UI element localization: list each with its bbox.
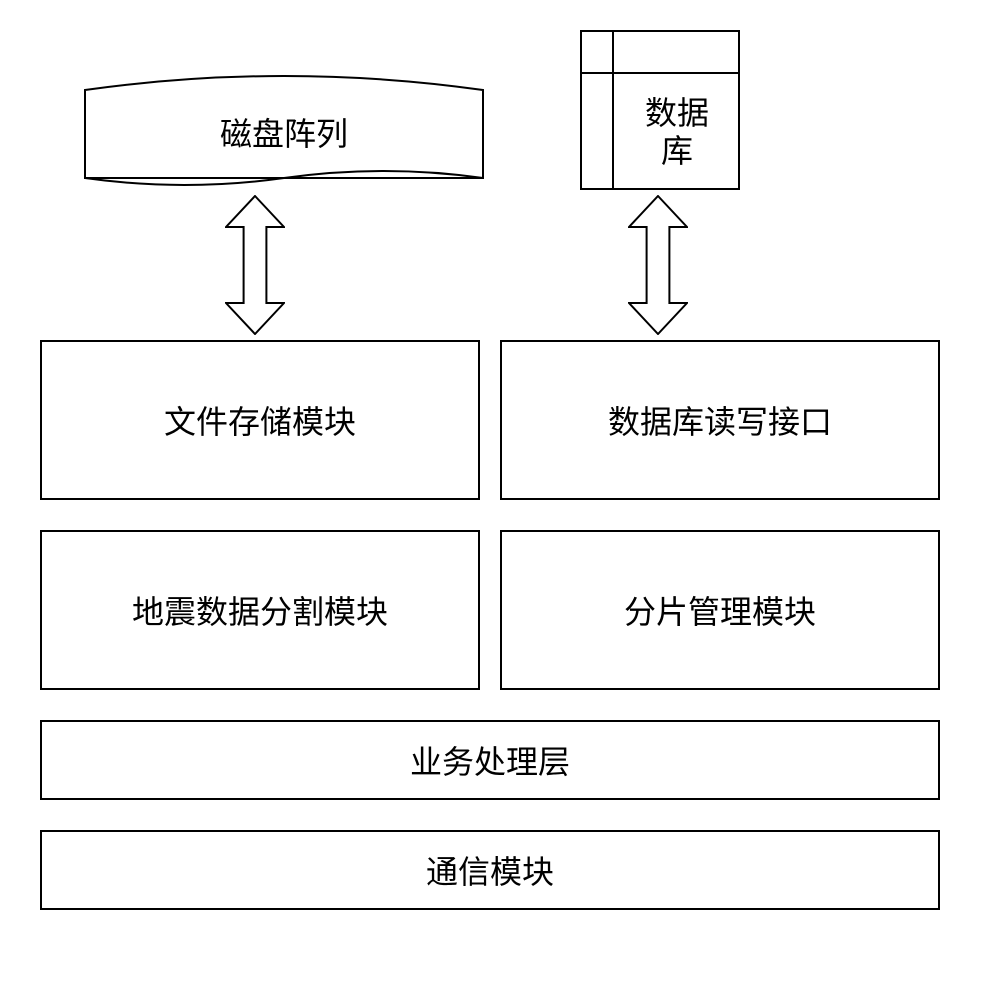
arrow-disk-to-storage [225, 195, 285, 335]
comm-module-label: 通信模块 [426, 847, 554, 893]
node-file-storage: 文件存储模块 [40, 340, 480, 500]
node-db-rw-interface: 数据库读写接口 [500, 340, 940, 500]
business-layer-label: 业务处理层 [410, 737, 570, 783]
database-label: 数据 库 [645, 94, 709, 171]
svg-text:磁盘阵列: 磁盘阵列 [220, 116, 348, 152]
diagram-canvas: 磁盘阵列 数据 库 文件存储模块 数据库读写接口 地震数据分割模块 分片管理模块… [0, 0, 992, 1000]
shard-mgmt-label: 分片管理模块 [624, 587, 816, 633]
node-seismic-split: 地震数据分割模块 [40, 530, 480, 690]
arrow-db-to-interface [628, 195, 688, 335]
node-comm-module: 通信模块 [40, 830, 940, 910]
db-rw-interface-label: 数据库读写接口 [608, 397, 832, 443]
node-shard-mgmt: 分片管理模块 [500, 530, 940, 690]
file-storage-label: 文件存储模块 [164, 397, 356, 443]
node-disk-array: 磁盘阵列 [84, 75, 484, 193]
node-database: 数据 库 [580, 30, 740, 190]
seismic-split-label: 地震数据分割模块 [132, 587, 388, 633]
node-business-layer: 业务处理层 [40, 720, 940, 800]
